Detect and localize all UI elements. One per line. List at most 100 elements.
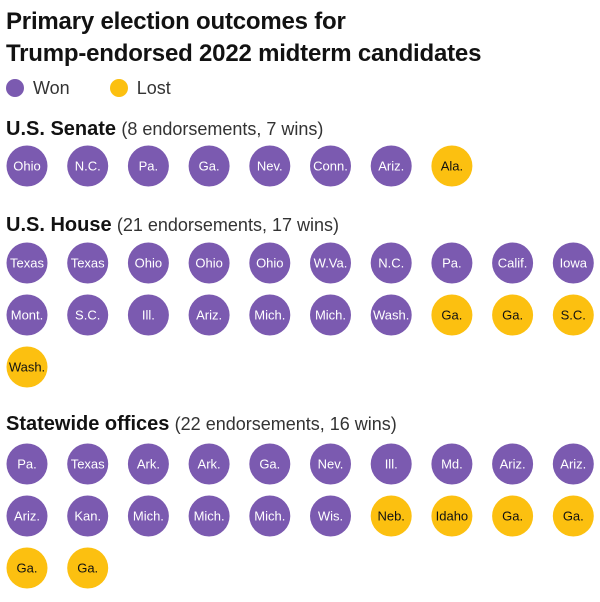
dot-won <box>249 294 291 336</box>
dot-label: Ga. <box>502 509 523 524</box>
dot-won <box>67 145 109 187</box>
dot-won <box>249 495 291 537</box>
dot-won <box>492 443 534 485</box>
dot-won <box>370 145 412 187</box>
dot-lost <box>552 495 594 537</box>
dot-won <box>67 242 109 284</box>
dot-label: S.C. <box>75 308 100 323</box>
dot-label: Mich. <box>254 509 285 524</box>
section-detail: (22 endorsements, 16 wins) <box>174 414 397 434</box>
dot-label: Conn. <box>313 159 348 174</box>
dot-won <box>127 443 169 485</box>
section-detail: (8 endorsements, 7 wins) <box>121 119 324 139</box>
dot-won <box>6 294 48 336</box>
dot-label: Idaho <box>436 509 469 524</box>
dot-label: Ohio <box>135 256 162 271</box>
dot-label: Ohio <box>256 256 283 271</box>
dot-label: Ariz. <box>196 308 222 323</box>
dot-won <box>249 145 291 187</box>
chart-title: Primary election outcomes for Trump-endo… <box>6 6 481 70</box>
dot-label: Ohio <box>13 159 40 174</box>
section-dots-0: Ohio N.C. Pa. Ga. Nev. Conn. Ariz. Ala. <box>6 145 473 187</box>
dot-won <box>127 495 169 537</box>
dot-label: Ariz. <box>500 457 526 472</box>
dot-label: Ga. <box>563 509 584 524</box>
dot-label: Ga. <box>17 561 38 576</box>
section-dots-2: Pa. Texas Ark. Ark. Ga. Nev. Ill. Md. Ariz. Ariz.… <box>6 443 594 589</box>
dot-label: Ill. <box>142 308 155 323</box>
dot-label: Ga. <box>77 561 98 576</box>
dot-won <box>249 443 291 485</box>
dot-label: Ark. <box>137 457 160 472</box>
dot-label: W.Va. <box>314 256 348 271</box>
dot-label: Ga. <box>199 159 220 174</box>
dot-won <box>310 242 351 284</box>
dot-won <box>552 443 594 485</box>
dot-won <box>431 242 473 284</box>
dot-label: Wash. <box>9 360 45 375</box>
dot-label: Ga. <box>502 308 523 323</box>
dot-lost <box>492 294 534 336</box>
dot-label: Ariz. <box>14 509 40 524</box>
dot-won <box>310 145 351 187</box>
dot-won <box>188 495 230 537</box>
dot-label: Kan. <box>74 509 101 524</box>
dot-won <box>67 495 109 537</box>
section-heading-house: U.S. House (21 endorsements, 17 wins) <box>6 213 339 238</box>
dot-label: Wis. <box>318 509 343 524</box>
section-heading-senate: U.S. Senate (8 endorsements, 7 wins) <box>6 117 323 142</box>
dot-label: Nev. <box>318 457 344 472</box>
dot-label: Ark. <box>198 457 221 472</box>
dot-won <box>310 294 351 336</box>
dot-label: Mont. <box>11 308 44 323</box>
dot-label: Nev. <box>257 159 283 174</box>
legend-item-lost: Lost <box>109 77 171 99</box>
dot-label: Ohio <box>195 256 222 271</box>
dot-won <box>492 242 534 284</box>
dot-lost <box>431 495 473 537</box>
dot-label: Ala. <box>441 159 463 174</box>
dot-label: Mich. <box>194 509 225 524</box>
dot-label: Mich. <box>254 308 285 323</box>
dot-won <box>127 242 169 284</box>
dot-label: Calif. <box>498 256 528 271</box>
dot-won <box>310 443 351 485</box>
section-dots-1: Texas Texas Ohio Ohio Ohio W.Va. N.C. Pa. Calif.… <box>6 242 594 388</box>
dot-lost <box>552 294 594 336</box>
dot-label: Pa. <box>17 457 37 472</box>
dot-won <box>127 294 169 336</box>
dot-label: Ariz. <box>560 457 586 472</box>
dot-won <box>431 443 473 485</box>
dot-label: Ill. <box>385 457 398 472</box>
dot-label: Wash. <box>373 308 409 323</box>
dot-won <box>188 443 230 485</box>
dot-lost <box>492 495 534 537</box>
legend-label-lost: Lost <box>136 77 171 98</box>
chart-title-line-2: Trump-endorsed 2022 midterm candidates <box>6 40 482 67</box>
dot-lost <box>67 547 109 589</box>
dot-won <box>188 145 230 187</box>
legend: Won Lost <box>6 77 211 99</box>
dot-lost <box>431 145 473 187</box>
legend-label-won: Won <box>33 77 70 98</box>
dot-won <box>552 242 594 284</box>
section-name: U.S. House <box>6 214 112 236</box>
dot-won <box>188 242 230 284</box>
dot-won <box>370 242 412 284</box>
dot-label: Md. <box>441 457 463 472</box>
dot-label: Mich. <box>315 308 346 323</box>
dot-label: Ariz. <box>378 159 404 174</box>
legend-item-won: Won <box>6 78 70 99</box>
dot-lost <box>370 495 412 537</box>
dot-label: Neb. <box>377 509 404 524</box>
dot-won <box>67 294 109 336</box>
dot-label: Iowa <box>560 256 588 271</box>
legend-swatch-won <box>6 79 24 97</box>
dot-won <box>370 443 412 485</box>
chart-title-line-1: Primary election outcomes for <box>6 8 346 35</box>
dot-label: Ga. <box>259 457 280 472</box>
section-name: Statewide offices <box>6 413 170 435</box>
dot-won <box>249 242 291 284</box>
dot-label: N.C. <box>75 159 101 174</box>
